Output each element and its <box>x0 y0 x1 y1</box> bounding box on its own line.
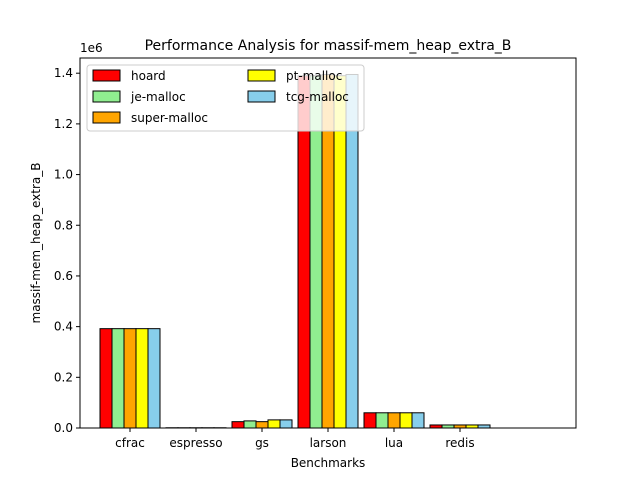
legend-label-pt-malloc: pt-malloc <box>286 69 342 83</box>
bar-cfrac-super-malloc <box>123 328 137 429</box>
y-tick-label: 1.2 <box>54 117 73 131</box>
legend-label-super-malloc: super-malloc <box>131 111 208 125</box>
x-tick-label: espresso <box>169 436 222 450</box>
bar-cfrac-tcg-malloc <box>147 328 161 429</box>
chart-title: Performance Analysis for massif-mem_heap… <box>145 38 512 54</box>
bar-gs-hoard <box>231 421 245 429</box>
y-tick-label: 1.4 <box>54 66 73 80</box>
bars-group <box>99 73 491 429</box>
legend: hoard je-malloc super-malloc pt-malloc tcg-m… <box>86 64 365 132</box>
bar-lua-super-malloc <box>387 412 401 429</box>
bar-gs-je-malloc <box>243 420 257 429</box>
bar-gs-pt-malloc <box>267 419 281 429</box>
x-tick-label: larson <box>310 436 347 450</box>
x-tick-label: gs <box>255 436 269 450</box>
bar-lua-pt-malloc <box>399 412 413 429</box>
x-axis-label: Benchmarks <box>291 456 366 470</box>
bar-cfrac-hoard <box>99 328 113 429</box>
legend-swatch-hoard <box>92 69 121 82</box>
x-tick-label: redis <box>445 436 474 450</box>
y-tick-label: 0.4 <box>54 320 73 334</box>
legend-label-je-malloc: je-malloc <box>130 90 186 104</box>
bar-lua-je-malloc <box>375 412 389 429</box>
legend-swatch-tcg-malloc <box>247 90 276 103</box>
bar-cfrac-pt-malloc <box>135 328 149 429</box>
y-tick-label: 0.2 <box>54 370 73 384</box>
x-axis: cfrac espresso gs larson lua redis <box>115 428 475 450</box>
bar-gs-tcg-malloc <box>279 419 293 429</box>
legend-swatch-super-malloc <box>92 111 121 124</box>
y-offset-label: 1e6 <box>80 41 103 55</box>
bar-lua-hoard <box>363 412 377 429</box>
bar-gs-super-malloc <box>255 421 269 429</box>
legend-swatch-pt-malloc <box>247 69 276 82</box>
legend-label-hoard: hoard <box>131 69 166 83</box>
bar-cfrac-je-malloc <box>111 328 125 429</box>
y-tick-label: 0.6 <box>54 269 73 283</box>
y-axis: 0.0 0.2 0.4 0.6 0.8 1.0 1.2 1.4 <box>54 66 80 435</box>
y-axis-label: massif-mem_heap_extra_B <box>29 163 43 324</box>
x-tick-label: cfrac <box>115 436 145 450</box>
x-tick-label: lua <box>385 436 403 450</box>
y-tick-label: 1.0 <box>54 168 73 182</box>
legend-box <box>86 64 365 132</box>
bar-lua-tcg-malloc <box>411 412 425 429</box>
y-tick-label: 0.0 <box>54 421 73 435</box>
legend-swatch-je-malloc <box>92 90 121 103</box>
y-tick-label: 0.8 <box>54 218 73 232</box>
legend-label-tcg-malloc: tcg-malloc <box>286 90 349 104</box>
